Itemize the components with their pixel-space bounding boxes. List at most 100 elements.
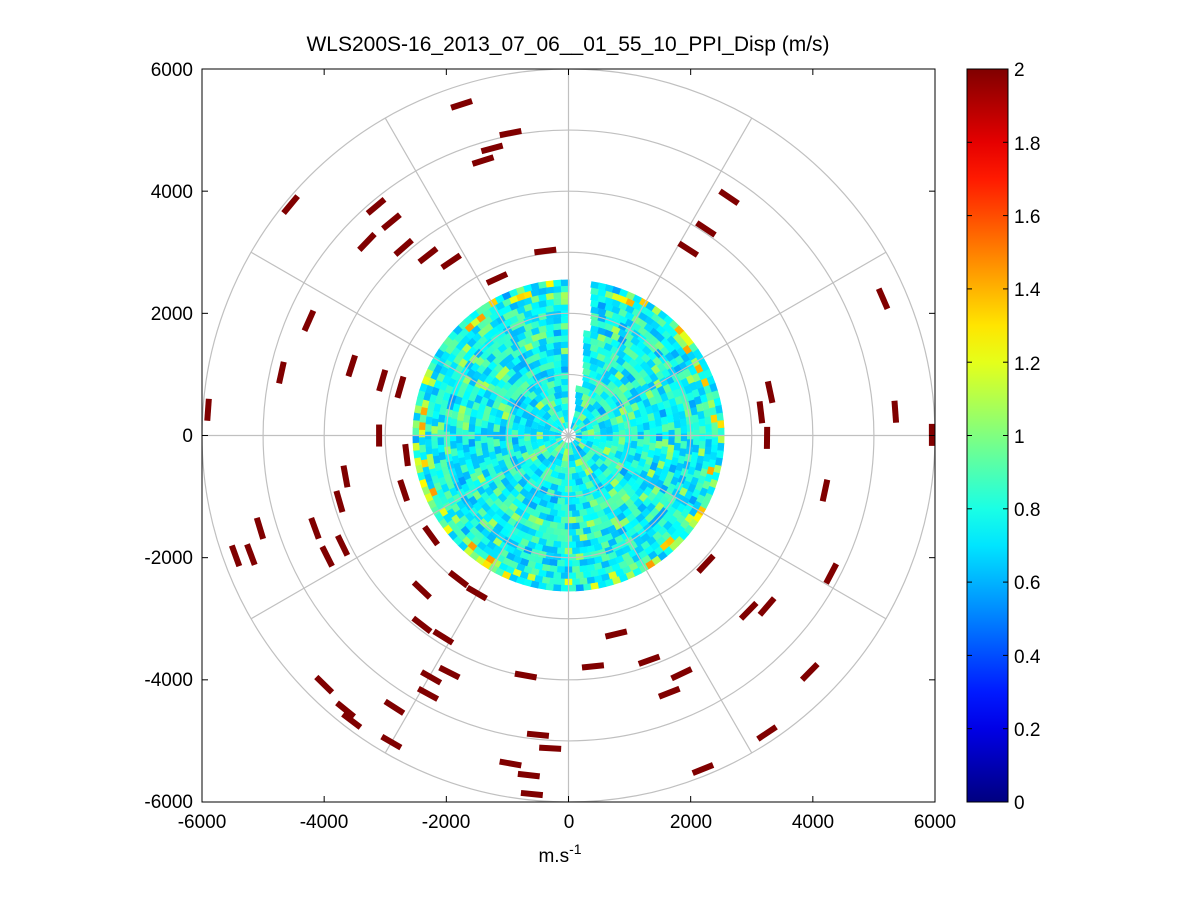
dense-cell — [545, 280, 555, 288]
dense-cell — [571, 566, 580, 573]
dense-cell — [630, 440, 638, 450]
outer-cell — [397, 479, 410, 502]
dense-cell — [618, 383, 629, 394]
dense-cell — [663, 458, 673, 469]
dense-cell — [611, 286, 622, 295]
dense-cell — [526, 540, 537, 550]
dense-cell — [419, 478, 428, 489]
dense-cell — [577, 470, 587, 479]
ytick-label: 4000 — [151, 182, 193, 203]
dense-cell — [558, 416, 566, 424]
dense-cell — [451, 454, 460, 465]
outer-cell — [365, 196, 387, 216]
dense-cell — [603, 349, 614, 359]
dense-cell — [442, 391, 451, 402]
dense-cell — [586, 557, 596, 566]
dense-cell — [611, 424, 620, 433]
dense-cell — [537, 582, 547, 590]
dense-cell — [589, 363, 599, 373]
dense-cell — [478, 461, 488, 472]
dense-cell — [611, 292, 622, 302]
dense-cell — [493, 416, 502, 425]
colorbar-tick-label: 1.4 — [1014, 280, 1041, 301]
dense-cell — [483, 405, 492, 415]
dense-cell — [474, 425, 482, 434]
dense-cell — [431, 493, 441, 504]
dense-cell — [558, 440, 565, 448]
dense-cell — [642, 444, 650, 453]
dense-cell — [698, 418, 706, 428]
dense-cell — [545, 286, 555, 294]
dense-cell — [574, 397, 584, 406]
dense-cell — [545, 539, 554, 548]
colorbar-tick-label: 2 — [1014, 60, 1025, 81]
dense-cell — [571, 578, 580, 586]
dense-cell — [545, 305, 555, 313]
outer-cell — [756, 724, 778, 742]
dense-cell — [423, 391, 432, 401]
dense-cell — [439, 494, 449, 506]
colorbar-tick-label: 0 — [1014, 793, 1025, 814]
dense-cell — [710, 414, 718, 424]
dense-cell — [643, 437, 651, 446]
dense-cell — [500, 465, 510, 476]
dense-cell — [462, 421, 470, 431]
dense-cell — [552, 528, 562, 536]
dense-cell — [597, 301, 607, 310]
dense-cell — [673, 442, 681, 452]
dense-cell — [600, 553, 611, 563]
dense-cell — [582, 361, 592, 370]
outer-cell — [301, 309, 317, 332]
dense-cell — [433, 462, 442, 472]
dense-cell — [443, 472, 452, 483]
dense-cell — [537, 306, 548, 315]
dense-cell — [640, 451, 649, 461]
dense-cell — [696, 455, 705, 465]
dense-cell — [603, 519, 613, 529]
dense-cell — [471, 490, 482, 501]
dense-cell — [610, 338, 621, 349]
dense-cell — [413, 449, 421, 459]
dense-cell — [589, 337, 600, 347]
dense-cell — [481, 412, 490, 422]
dense-cell — [449, 425, 457, 434]
dense-cell — [674, 435, 682, 444]
dense-cell — [668, 397, 678, 408]
dense-cell — [528, 487, 539, 497]
dense-cell — [701, 460, 710, 471]
outer-cell — [253, 516, 267, 540]
dense-cell — [610, 345, 621, 355]
outer-cell — [520, 789, 544, 799]
dense-cell — [556, 439, 564, 446]
dense-cell — [500, 447, 509, 457]
dense-cell — [715, 405, 723, 415]
outer-cell — [345, 354, 358, 378]
colorbar-tick-label: 1.2 — [1014, 354, 1040, 375]
dense-cell — [667, 422, 675, 431]
dense-cell — [701, 401, 710, 411]
dense-cell — [500, 476, 510, 487]
colorbar-tick-label: 0.8 — [1014, 500, 1040, 521]
dense-cell — [545, 355, 555, 364]
dense-cell — [503, 338, 514, 349]
dense-cell — [560, 460, 569, 468]
dense-cell — [547, 399, 557, 409]
dense-cell — [593, 556, 603, 565]
dense-cell — [717, 420, 725, 429]
dense-cell — [665, 451, 674, 461]
dense-cell — [624, 381, 635, 392]
x-axis-label: m.s-1 — [538, 841, 581, 867]
dense-cell — [518, 366, 529, 376]
dense-cell — [582, 367, 592, 376]
dense-cell — [427, 400, 436, 411]
dense-cell — [468, 445, 477, 455]
dense-cell — [572, 423, 579, 431]
outer-cell — [691, 762, 715, 776]
dense-cell — [704, 416, 712, 426]
dense-cell — [424, 368, 434, 379]
outer-cell — [480, 142, 504, 155]
dense-cell — [436, 372, 446, 383]
dense-cell — [548, 546, 558, 554]
dense-cell — [571, 535, 580, 542]
dense-cell — [682, 367, 693, 379]
